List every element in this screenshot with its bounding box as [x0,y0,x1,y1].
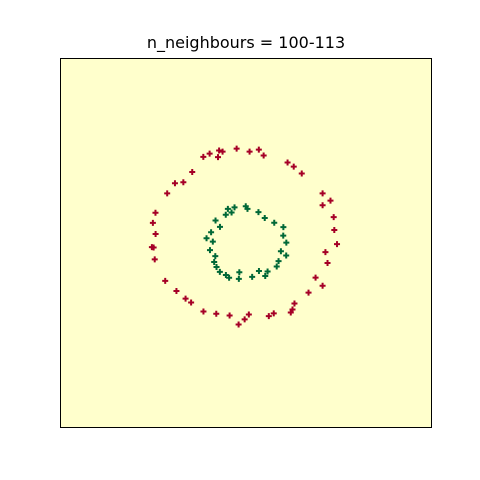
data-point-inner [264,268,271,275]
data-point-inner [280,224,287,231]
data-point-outer [215,154,222,161]
data-point-inner [213,264,220,271]
data-point-outer [319,282,326,289]
data-point-outer [255,146,262,153]
data-point-inner [283,252,290,259]
data-point-inner [235,275,242,282]
data-point-inner [283,239,290,246]
data-point-outer [180,179,187,186]
data-points [148,145,341,328]
data-point-outer [312,274,319,281]
data-point-inner [236,269,243,276]
data-point-inner [226,274,233,281]
data-point-inner [208,229,215,236]
data-point-outer [189,168,196,175]
data-point-outer [200,153,207,160]
data-point-outer [290,163,297,170]
data-point-outer [319,202,326,209]
data-point-outer [246,148,253,155]
data-point-inner [222,211,229,218]
data-point-outer [188,299,195,306]
data-point-outer [200,308,207,315]
data-point-inner [206,247,213,254]
data-point-outer [219,148,226,155]
data-point-inner [262,272,269,279]
data-point-outer [206,150,213,157]
data-point-outer [171,180,178,187]
data-point-outer [331,226,338,233]
data-point-outer [334,241,341,248]
data-point-outer [330,214,337,221]
data-point-inner [277,248,284,255]
data-point-inner [212,217,219,224]
data-point-inner [209,238,216,245]
data-point-outer [245,311,252,318]
data-point-outer [289,306,296,313]
data-point-outer [149,219,156,226]
data-point-inner [275,258,282,265]
data-point-outer [213,310,220,317]
data-point-outer [164,190,171,197]
data-point-outer [322,249,329,256]
data-point-inner [203,235,210,242]
data-point-outer [298,170,305,177]
data-point-inner [255,209,262,216]
data-point-inner [222,272,229,279]
data-point-outer [291,300,298,307]
data-point-outer [173,287,180,294]
data-point-inner [228,209,235,216]
data-point-outer [226,312,233,319]
data-point-inner [224,205,231,212]
data-point-outer [182,295,189,302]
data-point-inner [273,263,280,270]
data-point-inner [255,267,262,274]
data-point-outer [287,309,294,316]
data-point-outer [162,277,169,284]
data-point-outer [305,289,312,296]
data-point-inner [261,214,268,221]
data-point-outer [319,190,326,197]
data-point-outer [150,244,157,251]
data-point-inner [211,259,218,266]
data-point-outer [324,259,331,266]
data-point-outer [327,197,334,204]
plot-background [60,58,432,428]
data-point-inner [249,273,256,280]
data-point-outer [233,145,240,152]
data-point-outer [151,256,158,263]
data-point-inner [244,205,251,212]
data-point-outer [260,152,267,159]
data-point-inner [212,253,219,260]
data-point-outer [216,147,223,154]
data-point-outer [241,316,248,323]
data-point-inner [216,223,223,230]
data-point-outer [265,313,272,320]
data-point-outer [152,231,159,238]
chart-title: n_neighbours = 100-113 [146,33,346,52]
data-point-outer [235,321,242,328]
data-point-inner [271,219,278,226]
data-point-inner [231,204,238,211]
data-point-inner [216,268,223,275]
data-point-outer [152,209,159,216]
data-point-outer [284,159,291,166]
data-point-outer [270,310,277,317]
data-point-inner [280,232,287,239]
